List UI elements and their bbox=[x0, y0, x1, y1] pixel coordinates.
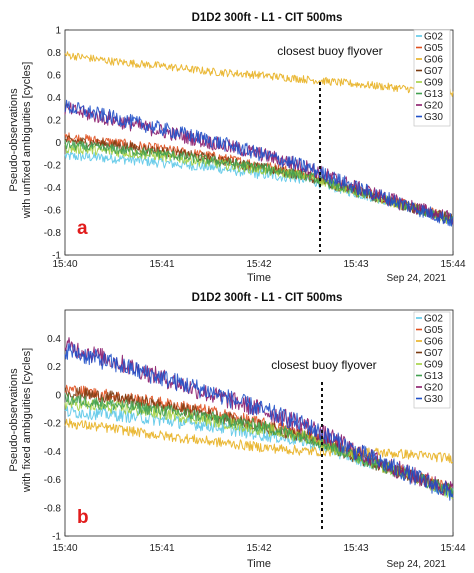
y-tick-label: -0.2 bbox=[44, 161, 62, 172]
series-line-g30 bbox=[64, 99, 454, 227]
chart-title-b: D1D2 300ft - L1 - CIT 500ms bbox=[192, 292, 343, 304]
y-tick-label: -1 bbox=[52, 532, 61, 543]
series-group-b bbox=[64, 337, 454, 501]
plot-area-a: closest buoy flyover a G02G05G06G07G09G1… bbox=[64, 29, 454, 256]
legend-entry: G06 bbox=[424, 55, 443, 66]
series-line-g30 bbox=[64, 343, 454, 501]
x-tick-label: 15:41 bbox=[149, 543, 174, 554]
panel-b: D1D2 300ft - L1 - CIT 500ms Pseudo-obser… bbox=[8, 292, 466, 570]
y-tick-label: -0.4 bbox=[44, 183, 62, 194]
x-tick-label: 15:42 bbox=[246, 543, 271, 554]
y-tick-label: 0.2 bbox=[47, 362, 61, 373]
y-tick-label: -1 bbox=[52, 251, 61, 262]
x-tick-label: 15:44 bbox=[440, 543, 465, 554]
legend-box bbox=[413, 311, 451, 409]
panel-a: D1D2 300ft - L1 - CIT 500ms Pseudo-obser… bbox=[8, 12, 466, 284]
flyover-annotation-a: closest buoy flyover bbox=[277, 44, 382, 58]
series-line-g06 bbox=[64, 51, 454, 97]
y-tick-label: -0.6 bbox=[44, 206, 62, 217]
legend-box bbox=[413, 29, 451, 127]
legend-entry: G02 bbox=[424, 314, 443, 325]
x-axis-label-a: Time bbox=[247, 272, 271, 284]
y-axis-label-a-line1: Pseudo-observations bbox=[8, 88, 20, 192]
y-tick-label: -0.2 bbox=[44, 419, 62, 430]
series-line-g02 bbox=[64, 150, 454, 226]
legend-entry: G05 bbox=[424, 325, 443, 336]
legend-entry: G09 bbox=[424, 78, 443, 89]
legend-entry: G30 bbox=[424, 112, 443, 123]
x-tick-label: 15:43 bbox=[343, 543, 368, 554]
x-tick-label: 15:40 bbox=[52, 543, 77, 554]
y-tick-label: -0.6 bbox=[44, 475, 62, 486]
y-tick-label: 0.6 bbox=[47, 71, 61, 82]
series-group-a bbox=[64, 51, 454, 227]
legend-entry: G13 bbox=[424, 89, 443, 100]
plot-area-b: closest buoy flyover b G02G05G06G07G09G1… bbox=[64, 309, 454, 537]
y-tick-label: 0.2 bbox=[47, 116, 61, 127]
y-tick-label: -0.8 bbox=[44, 503, 62, 514]
legend-entry: G20 bbox=[424, 383, 443, 394]
legend-entry: G07 bbox=[424, 66, 443, 77]
y-tick-label: 0 bbox=[55, 390, 61, 401]
y-tick-label: -0.8 bbox=[44, 228, 62, 239]
series-line-g06 bbox=[64, 418, 454, 464]
y-axis-label-b-line2: with fixed ambiguities [cycles] bbox=[21, 348, 33, 493]
y-tick-label: 0.4 bbox=[47, 334, 61, 345]
y-axis-label-b-line1: Pseudo-observations bbox=[8, 368, 20, 472]
legend-entry: G09 bbox=[424, 360, 443, 371]
x-tick-label: 15:40 bbox=[52, 259, 77, 270]
x-tick-label: 15:44 bbox=[440, 259, 465, 270]
y-tick-label: -0.4 bbox=[44, 447, 62, 458]
y-tick-label: 0.4 bbox=[47, 93, 61, 104]
y-axis-label-a-line2: with unfixed ambiguities [cycles] bbox=[21, 62, 33, 220]
legend-entry: G07 bbox=[424, 348, 443, 359]
y-tick-label: 0 bbox=[55, 138, 61, 149]
date-label-a: Sep 24, 2021 bbox=[387, 273, 447, 284]
x-tick-label: 15:42 bbox=[246, 259, 271, 270]
flyover-annotation-b: closest buoy flyover bbox=[271, 358, 376, 372]
legend-entry: G13 bbox=[424, 371, 443, 382]
legend-entry: G06 bbox=[424, 337, 443, 348]
chart-title-a: D1D2 300ft - L1 - CIT 500ms bbox=[192, 12, 343, 24]
x-tick-label: 15:41 bbox=[149, 259, 174, 270]
legend-entry: G20 bbox=[424, 101, 443, 112]
legend-entry: G02 bbox=[424, 32, 443, 43]
legend-entry: G05 bbox=[424, 43, 443, 54]
y-tick-label: 1 bbox=[55, 26, 61, 37]
legend-entry: G30 bbox=[424, 394, 443, 405]
date-label-b: Sep 24, 2021 bbox=[387, 559, 447, 570]
panel-label-b: b bbox=[77, 507, 89, 528]
y-tick-label: 0.8 bbox=[47, 48, 61, 59]
panel-label-a: a bbox=[77, 218, 88, 239]
x-axis-label-b: Time bbox=[247, 558, 271, 570]
x-tick-label: 15:43 bbox=[343, 259, 368, 270]
